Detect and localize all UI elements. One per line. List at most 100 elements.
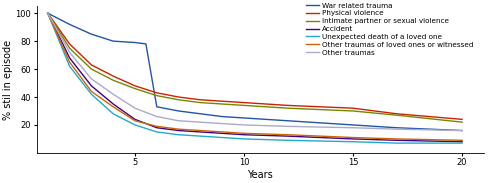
Other traumas bbox=[350, 127, 356, 129]
Physical violence bbox=[176, 96, 182, 98]
War related trauma bbox=[176, 110, 182, 112]
Line: Other traumas: Other traumas bbox=[48, 13, 462, 130]
Intimate partner or sexual violence bbox=[219, 103, 225, 105]
Physical violence bbox=[350, 107, 356, 109]
Other traumas bbox=[219, 122, 225, 125]
Line: War related trauma: War related trauma bbox=[48, 13, 462, 130]
Other traumas of loved ones or witnessed bbox=[350, 136, 356, 139]
Accident bbox=[198, 131, 203, 133]
Unexpected death of a loved one bbox=[66, 65, 72, 67]
War related trauma bbox=[110, 40, 116, 42]
Physical violence bbox=[284, 104, 290, 107]
Unexpected death of a loved one bbox=[45, 12, 51, 14]
Line: Other traumas of loved ones or witnessed: Other traumas of loved ones or witnessed bbox=[48, 13, 462, 140]
War related trauma bbox=[143, 43, 149, 45]
Intimate partner or sexual violence bbox=[132, 87, 138, 90]
Unexpected death of a loved one bbox=[219, 136, 225, 139]
Other traumas of loved ones or witnessed bbox=[154, 125, 160, 127]
Intimate partner or sexual violence bbox=[110, 79, 116, 81]
Intimate partner or sexual violence bbox=[394, 114, 400, 116]
Unexpected death of a loved one bbox=[350, 141, 356, 143]
Intimate partner or sexual violence bbox=[45, 12, 51, 14]
Other traumas bbox=[154, 115, 160, 118]
Line: Unexpected death of a loved one: Unexpected death of a loved one bbox=[48, 13, 462, 143]
Intimate partner or sexual violence bbox=[198, 102, 203, 104]
Intimate partner or sexual violence bbox=[459, 121, 465, 123]
Intimate partner or sexual violence bbox=[66, 47, 72, 49]
Other traumas of loved ones or witnessed bbox=[241, 132, 247, 135]
Other traumas bbox=[110, 93, 116, 95]
Accident bbox=[219, 132, 225, 135]
Intimate partner or sexual violence bbox=[350, 110, 356, 112]
Other traumas of loved ones or witnessed bbox=[459, 139, 465, 141]
Accident bbox=[88, 85, 94, 87]
War related trauma bbox=[66, 23, 72, 25]
Unexpected death of a loved one bbox=[154, 131, 160, 133]
Physical violence bbox=[241, 102, 247, 104]
War related trauma bbox=[394, 127, 400, 129]
War related trauma bbox=[219, 115, 225, 118]
Unexpected death of a loved one bbox=[394, 142, 400, 144]
Other traumas of loved ones or witnessed bbox=[198, 129, 203, 132]
Other traumas of loved ones or witnessed bbox=[284, 134, 290, 136]
Unexpected death of a loved one bbox=[198, 135, 203, 137]
Accident bbox=[394, 139, 400, 141]
Other traumas bbox=[394, 128, 400, 130]
Other traumas of loved ones or witnessed bbox=[45, 12, 51, 14]
Unexpected death of a loved one bbox=[110, 113, 116, 115]
Accident bbox=[350, 138, 356, 140]
Accident bbox=[154, 127, 160, 129]
Physical violence bbox=[198, 99, 203, 101]
Accident bbox=[132, 118, 138, 120]
Intimate partner or sexual violence bbox=[88, 68, 94, 70]
Accident bbox=[284, 135, 290, 137]
War related trauma bbox=[198, 113, 203, 115]
Other traumas bbox=[241, 124, 247, 126]
Other traumas bbox=[132, 107, 138, 109]
Line: Physical violence: Physical violence bbox=[48, 13, 462, 119]
War related trauma bbox=[132, 41, 138, 44]
Y-axis label: % stil in episode: % stil in episode bbox=[3, 40, 13, 120]
Unexpected death of a loved one bbox=[241, 138, 247, 140]
Line: Intimate partner or sexual violence: Intimate partner or sexual violence bbox=[48, 13, 462, 122]
X-axis label: Years: Years bbox=[248, 170, 273, 180]
Line: Accident: Accident bbox=[48, 13, 462, 142]
Physical violence bbox=[394, 113, 400, 115]
Other traumas bbox=[284, 125, 290, 127]
Physical violence bbox=[154, 92, 160, 94]
Physical violence bbox=[110, 75, 116, 77]
Other traumas of loved ones or witnessed bbox=[132, 120, 138, 122]
Unexpected death of a loved one bbox=[176, 134, 182, 136]
Intimate partner or sexual violence bbox=[284, 107, 290, 109]
Physical violence bbox=[88, 64, 94, 66]
Accident bbox=[45, 12, 51, 14]
Accident bbox=[110, 103, 116, 105]
Unexpected death of a loved one bbox=[284, 139, 290, 141]
Other traumas bbox=[176, 120, 182, 122]
Intimate partner or sexual violence bbox=[176, 99, 182, 101]
Accident bbox=[241, 134, 247, 136]
Unexpected death of a loved one bbox=[459, 142, 465, 144]
War related trauma bbox=[154, 106, 160, 108]
Intimate partner or sexual violence bbox=[154, 94, 160, 97]
Physical violence bbox=[459, 118, 465, 120]
Physical violence bbox=[219, 100, 225, 102]
Other traumas bbox=[66, 51, 72, 53]
War related trauma bbox=[45, 12, 51, 14]
Accident bbox=[176, 129, 182, 132]
Other traumas bbox=[88, 78, 94, 80]
Accident bbox=[459, 141, 465, 143]
Other traumas bbox=[198, 121, 203, 123]
Accident bbox=[66, 57, 72, 59]
Unexpected death of a loved one bbox=[88, 93, 94, 95]
War related trauma bbox=[88, 33, 94, 35]
Other traumas bbox=[459, 129, 465, 132]
Other traumas of loved ones or witnessed bbox=[219, 131, 225, 133]
Physical violence bbox=[45, 12, 51, 14]
War related trauma bbox=[284, 120, 290, 122]
Other traumas of loved ones or witnessed bbox=[66, 61, 72, 63]
War related trauma bbox=[459, 129, 465, 132]
Physical violence bbox=[66, 43, 72, 45]
Other traumas bbox=[45, 12, 51, 14]
Unexpected death of a loved one bbox=[132, 124, 138, 126]
